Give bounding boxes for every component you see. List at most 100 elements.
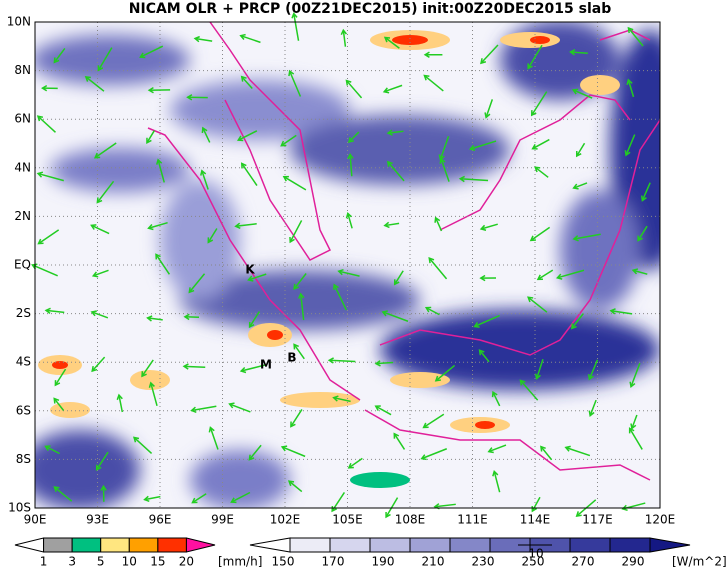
wind-arrow-head bbox=[240, 75, 247, 82]
wind-arrow bbox=[37, 172, 64, 182]
lon-label: 102E bbox=[270, 513, 301, 527]
wind-arrow bbox=[460, 178, 489, 182]
wind-arrow bbox=[537, 269, 554, 280]
wind-arrow-head bbox=[374, 405, 381, 411]
wind-arrow-head bbox=[439, 157, 446, 164]
wind-arrow bbox=[188, 273, 206, 293]
wind-arrow bbox=[384, 36, 400, 49]
wind-arrow-head bbox=[201, 126, 208, 134]
wind-arrow-head bbox=[190, 406, 197, 414]
lat-label: 4N bbox=[14, 160, 31, 174]
wind-arrow-head bbox=[347, 152, 354, 160]
colorbar-label: 5 bbox=[97, 555, 105, 569]
wind-arrow-head bbox=[182, 363, 189, 370]
wind-arrow bbox=[97, 47, 113, 71]
wind-arrow-head bbox=[609, 308, 616, 315]
wind-arrow-head bbox=[247, 275, 254, 282]
wind-arrow bbox=[194, 37, 213, 42]
wind-arrow-head bbox=[236, 135, 244, 142]
wind-arrow-head bbox=[630, 423, 637, 430]
wind-arrow bbox=[393, 433, 406, 450]
wind-arrow bbox=[241, 76, 253, 90]
wind-arrow-head bbox=[193, 35, 200, 43]
colorbar-segment bbox=[449, 537, 491, 553]
wind-arrow-head bbox=[575, 511, 582, 518]
wind-arrow bbox=[229, 403, 251, 413]
wind-arrow-head bbox=[345, 212, 352, 219]
wind-arrow-head bbox=[248, 321, 255, 329]
wind-arrow-head bbox=[484, 112, 491, 119]
wind-arrow-head bbox=[487, 447, 494, 454]
wind-arrow-head bbox=[383, 36, 391, 43]
wind-arrow-head bbox=[479, 224, 487, 231]
wind-arrow-head bbox=[36, 171, 44, 178]
wind-arrow bbox=[231, 491, 251, 503]
wind-arrow bbox=[235, 223, 257, 228]
wind-arrow bbox=[333, 284, 348, 311]
wind-arrow bbox=[53, 486, 73, 502]
lon-label: 105E bbox=[332, 513, 363, 527]
wind-arrow bbox=[157, 159, 165, 183]
wind-arrow bbox=[527, 44, 543, 69]
wind-arrow bbox=[641, 182, 651, 201]
wind-arrow-head bbox=[534, 166, 541, 173]
lat-label: EQ bbox=[14, 258, 31, 272]
wind-arrow-head bbox=[530, 110, 537, 117]
place-label: M bbox=[260, 358, 272, 372]
wind-arrow bbox=[439, 135, 450, 160]
lat-label: 10S bbox=[8, 501, 31, 515]
wind-arrow bbox=[37, 115, 56, 133]
wind-arrow bbox=[423, 413, 445, 429]
wind-arrow bbox=[627, 27, 644, 47]
wind-arrow bbox=[570, 51, 588, 55]
lon-label: 114E bbox=[520, 513, 551, 527]
colorbar-label: 290 bbox=[622, 555, 645, 569]
wind-arrow bbox=[280, 134, 297, 147]
wind-arrow bbox=[479, 349, 490, 363]
wind-arrow-head bbox=[291, 12, 298, 19]
wind-arrow bbox=[631, 414, 638, 429]
wind-arrow bbox=[248, 311, 261, 328]
wind-arrow-head bbox=[531, 144, 538, 150]
wind-arrow bbox=[632, 269, 648, 275]
wind-arrow bbox=[140, 45, 164, 58]
colorbar-segment bbox=[157, 537, 187, 553]
lon-label: 99E bbox=[211, 513, 234, 527]
colorbar-label: 170 bbox=[322, 555, 345, 569]
wind-arrow bbox=[440, 158, 450, 182]
lat-label: 6N bbox=[14, 112, 31, 126]
wind-arrow bbox=[248, 273, 267, 281]
wind-arrow bbox=[333, 396, 351, 403]
wind-arrow-head bbox=[480, 58, 487, 65]
wind-arrow bbox=[530, 226, 551, 241]
wind-arrow-head bbox=[188, 287, 195, 294]
wind-arrow-head bbox=[147, 86, 154, 94]
wind-arrow-head bbox=[132, 436, 140, 443]
colorbar-label: 250 bbox=[522, 555, 545, 569]
wind-arrow-head bbox=[287, 480, 295, 487]
wind-arrow-head bbox=[31, 263, 38, 270]
wind-arrow-head bbox=[155, 253, 161, 260]
wind-arrow bbox=[32, 264, 58, 277]
wind-arrow bbox=[540, 446, 553, 461]
wind-arrow-head bbox=[468, 144, 476, 152]
wind-arrow bbox=[240, 34, 261, 44]
wind-arrow bbox=[237, 130, 258, 141]
wind-arrow-head bbox=[293, 283, 300, 290]
wind-arrow-head bbox=[569, 49, 576, 56]
lon-label: 111E bbox=[457, 513, 488, 527]
wind-arrow-head bbox=[423, 74, 430, 81]
wind-arrow bbox=[470, 140, 497, 150]
wind-arrow-head bbox=[385, 511, 391, 519]
colorbar-segment bbox=[249, 537, 291, 553]
colorbar-segment bbox=[409, 537, 451, 553]
wind-arrow-head bbox=[386, 129, 393, 136]
wind-arrow bbox=[96, 180, 115, 203]
wind-arrow-head bbox=[280, 445, 288, 452]
wind-arrow bbox=[281, 446, 306, 458]
wind-arrow bbox=[387, 130, 404, 134]
colorbar-label: 150 bbox=[272, 555, 295, 569]
wind-arrow bbox=[45, 445, 60, 455]
map-frame bbox=[34, 21, 661, 509]
wind-arrow-head bbox=[424, 306, 432, 313]
